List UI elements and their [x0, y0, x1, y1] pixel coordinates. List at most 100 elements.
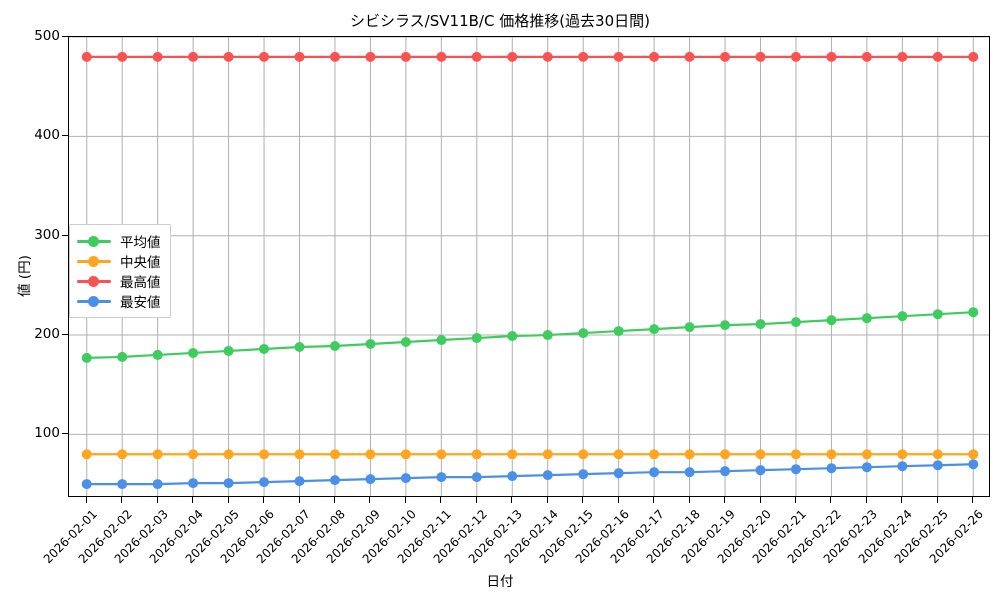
data-point-marker: [649, 467, 660, 478]
legend-item: 平均値: [77, 231, 161, 251]
data-point-marker: [152, 349, 163, 360]
data-point-marker: [259, 449, 270, 460]
data-point-marker: [329, 475, 340, 486]
data-point-marker: [613, 468, 624, 479]
data-point-marker: [826, 449, 837, 460]
data-point-marker: [152, 449, 163, 460]
legend-item: 最安値: [77, 291, 161, 311]
x-tick-mark: [440, 497, 442, 503]
chart-title: シビシラス/SV11B/C 価格推移(過去30日間): [349, 12, 650, 30]
data-point-marker: [223, 449, 234, 460]
y-tick-mark: [62, 433, 68, 435]
data-point-marker: [365, 339, 376, 350]
x-tick-mark: [369, 497, 371, 503]
data-point-marker: [507, 331, 518, 342]
chart-canvas: [69, 37, 989, 496]
x-tick-mark: [794, 497, 796, 503]
data-point-marker: [117, 479, 128, 490]
data-point-marker: [507, 471, 518, 482]
data-point-marker: [720, 449, 731, 460]
data-point-marker: [861, 313, 872, 324]
legend-label: 平均値: [120, 235, 161, 251]
data-point-marker: [755, 449, 766, 460]
legend-item: 最高値: [77, 271, 161, 291]
legend-label: 中央値: [120, 255, 161, 271]
y-tick-mark: [62, 135, 68, 137]
data-series: [81, 459, 979, 490]
x-tick-mark: [972, 497, 974, 503]
x-tick-mark: [192, 497, 194, 503]
x-tick-mark: [227, 497, 229, 503]
data-point-marker: [542, 470, 553, 481]
data-point-marker: [365, 449, 376, 460]
data-point-marker: [968, 51, 979, 62]
x-tick-mark: [830, 497, 832, 503]
data-point-marker: [188, 449, 199, 460]
data-point-marker: [188, 347, 199, 358]
data-point-marker: [294, 51, 305, 62]
data-point-marker: [968, 307, 979, 318]
y-tick-mark: [62, 234, 68, 236]
data-point-marker: [81, 352, 92, 363]
y-tick-mark: [62, 36, 68, 37]
data-point-marker: [613, 449, 624, 460]
data-point-marker: [649, 449, 660, 460]
data-point-marker: [329, 340, 340, 351]
y-tick-label: 300: [34, 226, 60, 243]
data-point-marker: [649, 51, 660, 62]
x-tick-mark: [936, 497, 938, 503]
data-point-marker: [826, 315, 837, 326]
data-point-marker: [861, 51, 872, 62]
x-tick-mark: [404, 497, 406, 503]
data-point-marker: [507, 449, 518, 460]
y-tick-label: 200: [34, 326, 60, 343]
data-point-marker: [826, 51, 837, 62]
legend-label: 最安値: [120, 295, 161, 311]
x-tick-mark: [121, 497, 123, 503]
data-point-marker: [578, 328, 589, 339]
data-point-marker: [471, 51, 482, 62]
data-point-marker: [400, 337, 411, 348]
x-tick-mark: [511, 497, 513, 503]
data-point-marker: [613, 326, 624, 337]
data-point-marker: [790, 464, 801, 475]
legend-swatch-icon: [77, 234, 111, 248]
data-point-marker: [684, 51, 695, 62]
data-point-marker: [790, 449, 801, 460]
data-point-marker: [542, 449, 553, 460]
data-series-layer: [81, 51, 979, 490]
x-tick-mark: [333, 497, 335, 503]
data-point-marker: [897, 449, 908, 460]
data-point-marker: [932, 309, 943, 320]
data-point-marker: [968, 459, 979, 470]
x-tick-mark: [156, 497, 158, 503]
data-series: [81, 307, 979, 363]
x-tick-mark: [582, 497, 584, 503]
data-point-marker: [188, 478, 199, 489]
data-point-marker: [81, 449, 92, 460]
data-point-marker: [826, 463, 837, 474]
data-point-marker: [613, 51, 624, 62]
data-point-marker: [152, 51, 163, 62]
y-tick-label: 400: [34, 127, 60, 144]
data-point-marker: [329, 449, 340, 460]
data-point-marker: [720, 466, 731, 477]
chart-legend: 平均値中央値 最高値最安値: [69, 224, 171, 318]
data-point-marker: [294, 476, 305, 487]
data-point-marker: [897, 461, 908, 472]
data-point-marker: [365, 51, 376, 62]
plot-area: [68, 36, 990, 497]
data-point-marker: [400, 449, 411, 460]
data-point-marker: [755, 51, 766, 62]
x-tick-mark: [617, 497, 619, 503]
data-point-marker: [117, 351, 128, 362]
data-point-marker: [400, 473, 411, 484]
gridlines: [69, 37, 989, 496]
data-point-marker: [117, 449, 128, 460]
x-tick-mark: [865, 497, 867, 503]
data-point-marker: [790, 317, 801, 328]
data-point-marker: [259, 343, 270, 354]
data-point-marker: [649, 324, 660, 335]
series-line: [85, 311, 975, 360]
